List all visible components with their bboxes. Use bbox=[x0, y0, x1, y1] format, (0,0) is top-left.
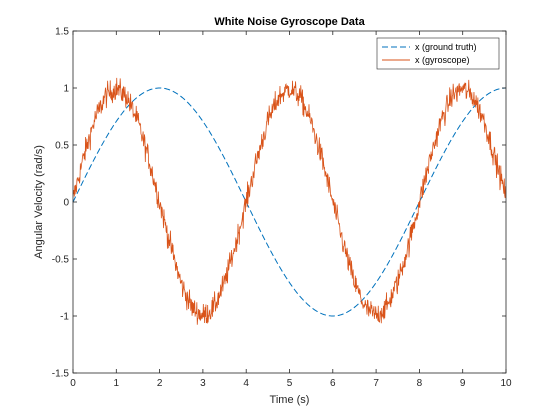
x-tick-label: 5 bbox=[287, 378, 293, 389]
x-tick-label: 4 bbox=[243, 378, 249, 389]
x-tick-label: 10 bbox=[500, 378, 512, 389]
y-tick-label: -1.5 bbox=[52, 369, 70, 380]
x-tick-label: 8 bbox=[417, 378, 423, 389]
x-axis-label: Time (s) bbox=[270, 394, 310, 406]
series-ground-truth-line bbox=[72, 87, 507, 317]
x-tick-label: 0 bbox=[70, 378, 76, 389]
y-tick-label: 1 bbox=[63, 84, 69, 95]
ticks-layer: 0 1 2 3 4 5 6 7 8 9 10 -1.5 -1 -0.5 0 0.5 1 1.5 bbox=[52, 27, 512, 390]
legend-gyroscope-label: x (gyroscope) bbox=[415, 55, 470, 65]
y-tick-label: -0.5 bbox=[52, 255, 70, 266]
x-tick-label: 9 bbox=[460, 378, 466, 389]
y-tick-label: -1 bbox=[60, 312, 69, 323]
y-tick-label: 1.5 bbox=[55, 27, 69, 38]
x-tick-label: 7 bbox=[373, 378, 379, 389]
x-tick-label: 2 bbox=[157, 378, 163, 389]
series-gyroscope-line bbox=[72, 77, 507, 325]
y-axis-label: Angular Velocity (rad/s) bbox=[33, 145, 45, 259]
legend-ground-truth-label: x (ground truth) bbox=[415, 42, 477, 52]
x-tick-label: 1 bbox=[114, 378, 120, 389]
legend-box bbox=[376, 37, 500, 70]
y-tick-label: 0 bbox=[63, 198, 69, 209]
series-layer bbox=[72, 77, 507, 325]
chart-title: White Noise Gyroscope Data bbox=[214, 16, 365, 28]
plot-background bbox=[73, 31, 506, 373]
x-tick-label: 3 bbox=[200, 378, 206, 389]
legend: x (ground truth) x (gyroscope) bbox=[376, 37, 500, 70]
x-tick-label: 6 bbox=[330, 378, 336, 389]
y-tick-label: 0.5 bbox=[55, 141, 69, 152]
